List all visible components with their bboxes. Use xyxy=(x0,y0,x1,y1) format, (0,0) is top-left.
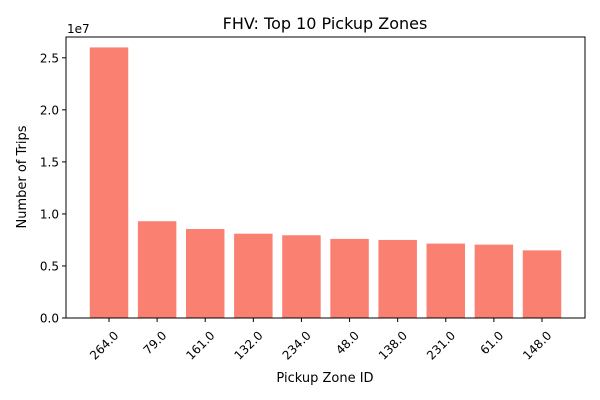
y-tick-label: 0.0 xyxy=(40,312,59,326)
x-tick-label: 231.0 xyxy=(424,328,458,362)
bar-132.0 xyxy=(234,233,273,318)
bar-231.0 xyxy=(426,243,466,318)
x-tick-label: 79.0 xyxy=(141,328,170,357)
bar-48.0 xyxy=(330,238,369,318)
bar-61.0 xyxy=(474,244,514,318)
plot-frame xyxy=(65,36,586,319)
x-axis-label: Pickup Zone ID xyxy=(276,371,373,386)
y-tick-label: 1.0 xyxy=(40,207,59,221)
bars-group xyxy=(89,47,562,318)
x-tick-label: 161.0 xyxy=(183,328,217,362)
bar-79.0 xyxy=(137,221,177,318)
y-axis-offset-label: 1e7 xyxy=(67,22,90,36)
bar-148.0 xyxy=(522,250,562,318)
x-tick-label: 132.0 xyxy=(231,328,265,362)
x-tick-label: 234.0 xyxy=(280,328,314,362)
bar-161.0 xyxy=(185,229,225,318)
x-tick-label: 138.0 xyxy=(376,328,410,362)
chart-title: FHV: Top 10 Pickup Zones xyxy=(223,14,428,33)
x-axis-ticks: 264.0 79.0 161.0 132.0 234.0 48.0 138.0 231.0 61… xyxy=(87,318,554,363)
x-tick-label: 148.0 xyxy=(520,328,554,362)
y-axis-label: Number of Trips xyxy=(15,125,30,228)
x-tick-label: 48.0 xyxy=(333,328,362,357)
y-tick-label: 0.5 xyxy=(40,259,59,273)
y-tick-label: 2.0 xyxy=(40,103,59,117)
y-axis-ticks: 0.0 0.5 1.0 1.5 2.0 2.5 xyxy=(40,51,66,326)
x-tick-label: 264.0 xyxy=(87,328,121,362)
bar-264.0 xyxy=(89,47,129,318)
bar-138.0 xyxy=(378,239,417,318)
x-tick-label: 61.0 xyxy=(477,328,506,357)
bar-234.0 xyxy=(282,235,321,318)
y-tick-label: 2.5 xyxy=(40,51,59,65)
y-tick-label: 1.5 xyxy=(40,155,59,169)
